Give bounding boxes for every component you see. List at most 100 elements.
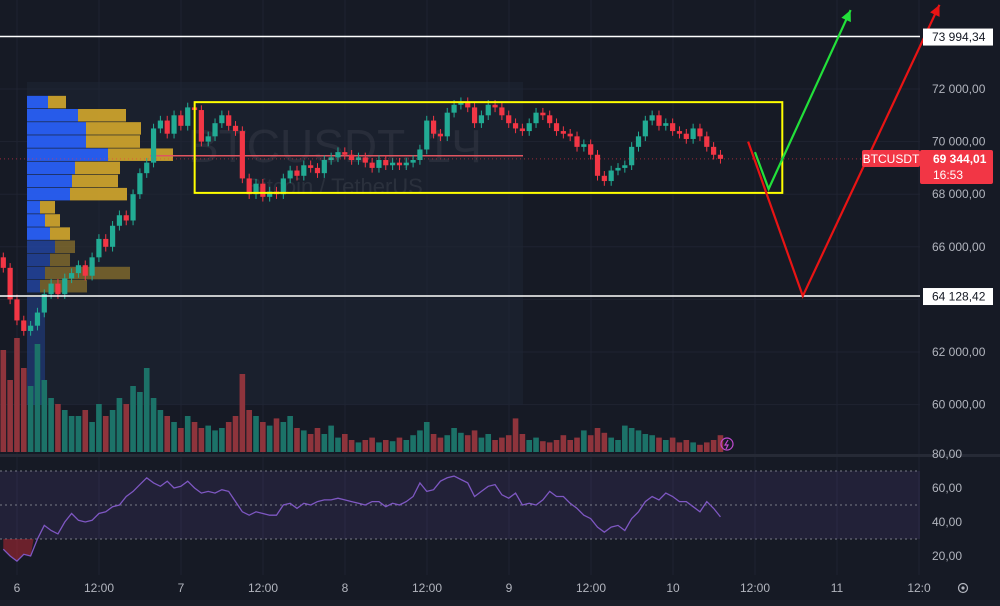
- volume-bar: [20, 368, 27, 452]
- volume-bar: [314, 428, 321, 452]
- candle-body: [21, 320, 27, 331]
- candle-body: [328, 157, 334, 161]
- volume-profile-down-bar: [78, 109, 126, 122]
- volume-profile-up-bar: [27, 266, 45, 280]
- volume-bar: [485, 434, 492, 452]
- candle-body: [656, 115, 662, 126]
- candle-body: [369, 162, 375, 168]
- candle-body: [301, 165, 307, 176]
- volume-bar: [109, 410, 116, 452]
- rsi-tick-label: 80,00: [932, 447, 962, 461]
- volume-bar: [492, 440, 498, 452]
- rsi-line: [2, 475, 721, 562]
- volume-profile-up-bar: [27, 240, 55, 253]
- candle-body: [485, 104, 491, 116]
- candle-body: [253, 183, 259, 195]
- volume-bar: [703, 442, 710, 452]
- candle-body: [41, 294, 47, 313]
- volume-bar: [478, 437, 485, 452]
- candle-body: [82, 265, 88, 276]
- time-tick-label: 12:00: [576, 581, 606, 595]
- candle-body: [89, 257, 95, 276]
- volume-series: [0, 338, 724, 452]
- volume-bar: [123, 404, 130, 452]
- volume-bar: [246, 410, 252, 452]
- candle-body: [355, 157, 362, 161]
- volume-profile: [27, 95, 523, 405]
- volume-bar: [587, 435, 594, 452]
- lightning-icon: [720, 437, 734, 451]
- volume-bar: [212, 430, 218, 452]
- volume-profile-down-bar: [55, 240, 75, 253]
- volume-bar: [505, 435, 512, 452]
- price-line-label-box: [923, 288, 993, 306]
- candle-body: [178, 115, 184, 126]
- candle-body: [14, 299, 20, 321]
- volume-bar: [581, 430, 587, 452]
- time-tick-label: 11: [831, 581, 844, 595]
- volume-profile-up-bar: [27, 135, 86, 148]
- watermark-title: BTCUSDT, 1Ч: [188, 120, 482, 172]
- volume-bar: [567, 440, 573, 452]
- candle-body: [294, 170, 300, 176]
- price-tick-label: 60 000,00: [932, 398, 986, 412]
- time-scrollbar[interactable]: [0, 600, 1000, 606]
- candle-body: [683, 133, 689, 139]
- candle-body: [594, 154, 601, 176]
- candle-body: [533, 112, 539, 124]
- volume-bar: [649, 435, 655, 452]
- candle-body: [185, 107, 191, 126]
- volume-bar: [410, 435, 416, 452]
- candle-body: [417, 149, 423, 161]
- candle-body: [28, 325, 34, 331]
- volume-bar: [82, 410, 89, 452]
- volume-bar: [355, 442, 362, 452]
- candle-body: [471, 107, 478, 124]
- volume-bar: [157, 410, 164, 452]
- volume-bar: [642, 434, 649, 452]
- candle-body: [55, 283, 61, 295]
- volume-profile-up-bar: [27, 227, 50, 240]
- volume-bar: [540, 441, 546, 452]
- volume-bar: [697, 444, 703, 452]
- candle-body: [622, 165, 628, 168]
- volume-bar: [369, 437, 375, 452]
- volume-profile-up-bar: [27, 187, 70, 201]
- candle-body: [198, 110, 204, 142]
- volume-bar: [68, 416, 75, 452]
- time-tick-label: 12:0: [907, 581, 931, 595]
- candle-body: [212, 123, 218, 137]
- candle-body: [540, 112, 546, 116]
- volume-bar: [178, 428, 184, 452]
- settings-icon[interactable]: [957, 582, 969, 594]
- volume-profile-down-bar: [70, 187, 127, 201]
- settings-icon-dot: [961, 586, 965, 590]
- volume-bar: [594, 428, 601, 452]
- time-tick-label: 8: [342, 581, 349, 595]
- candle-body: [629, 146, 635, 166]
- candle-body: [403, 162, 409, 166]
- time-tick-label: 12:00: [412, 581, 442, 595]
- volume-bar: [376, 442, 382, 452]
- volume-profile-down-bar: [48, 95, 66, 109]
- volume-bar: [55, 404, 61, 452]
- candle-body: [704, 136, 710, 147]
- volume-bar: [219, 428, 225, 452]
- candle-body: [308, 165, 314, 168]
- volume-bar: [710, 440, 717, 452]
- candle-body: [601, 175, 607, 182]
- time-tick-label: 12:00: [84, 581, 114, 595]
- lightning-icon-ring: [720, 437, 734, 451]
- volume-bar: [164, 416, 171, 452]
- volume-bar: [519, 434, 526, 452]
- candle-body: [553, 123, 560, 132]
- volume-bar: [260, 422, 266, 452]
- candle-body: [205, 136, 211, 142]
- price-line-label-box: [923, 28, 993, 46]
- time-tick-label: 6: [14, 581, 21, 595]
- settings-icon-ring: [957, 582, 969, 594]
- volume-bar: [533, 437, 539, 452]
- candle-body: [150, 128, 157, 163]
